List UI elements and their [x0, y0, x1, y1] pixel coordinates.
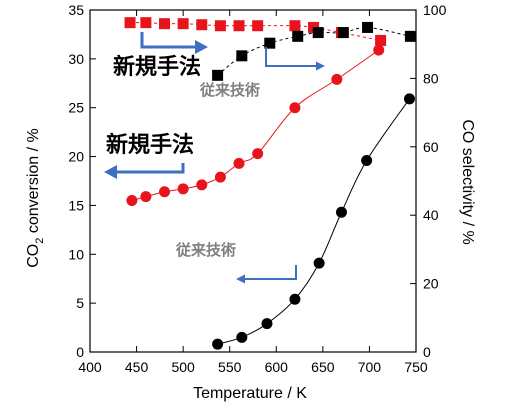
annotation-arrow: [236, 265, 297, 284]
annotation-arrow: [265, 47, 325, 71]
annotation-new-method: 新規手法: [113, 54, 201, 80]
series-1-point: [289, 293, 301, 305]
series-2-point: [177, 18, 189, 30]
y-right-tick-label: 80: [423, 70, 439, 86]
arrow-head: [104, 165, 117, 179]
arrow-shaft: [265, 47, 316, 67]
series-3-point: [292, 30, 304, 42]
series-1-curve: [217, 98, 410, 345]
series-1-point: [313, 257, 325, 269]
series-1-point: [212, 338, 224, 350]
y-left-label-prefix: CO: [25, 244, 42, 268]
series-1-point: [335, 206, 347, 218]
y-left-tick-label: 5: [76, 295, 84, 311]
series-0-point: [252, 148, 264, 160]
series-3-point: [404, 30, 416, 42]
y-left-tick-label: 0: [76, 344, 84, 360]
y-left-tick-label: 10: [68, 246, 84, 262]
y-left-label-suffix: conversion / %: [25, 128, 42, 237]
series-3-point: [236, 50, 248, 62]
series-2-point: [140, 17, 152, 29]
annotation-arrow: [104, 163, 185, 179]
data-points: [124, 17, 416, 350]
series-0-point: [331, 73, 343, 85]
series-0-point: [196, 179, 208, 191]
annotation-new-method: 新規手法: [106, 132, 194, 158]
arrow-head: [316, 61, 325, 71]
series-2-point: [233, 20, 245, 32]
annotation-arrows: [104, 32, 325, 284]
x-tick-label: 650: [311, 359, 335, 375]
annotation-arrow: [140, 32, 208, 54]
arrow-shaft: [245, 265, 297, 280]
series-0-point: [289, 102, 301, 114]
y-right-axis-label: CO selectivity / %: [459, 119, 476, 244]
x-tick-label: 550: [218, 359, 242, 375]
annotation-conventional: 従来技術: [175, 241, 236, 259]
arrow-head: [195, 40, 208, 54]
y-right-tick-label: 20: [423, 276, 439, 292]
series-0-point: [140, 191, 152, 203]
x-tick-label: 400: [78, 359, 102, 375]
series-3-point: [212, 69, 224, 81]
arrow-head: [236, 274, 245, 284]
y-left-tick-label: 35: [68, 2, 84, 18]
x-tick-label: 600: [265, 359, 289, 375]
series-1-point: [261, 318, 273, 330]
series-0-point: [126, 195, 138, 207]
series-2-point: [196, 19, 208, 31]
annotation-conventional: 従来技術: [199, 81, 260, 99]
y-left-tick-label: 25: [68, 100, 84, 116]
y-left-label-subscript: 2: [34, 238, 46, 244]
x-axis-label: Temperature / K: [193, 385, 307, 402]
x-tick-label: 750: [404, 359, 428, 375]
series-2-point: [124, 17, 136, 29]
y-right-tick-label: 100: [423, 2, 447, 18]
series-2-point: [289, 20, 301, 32]
series-3-point: [264, 37, 276, 49]
series-2-point: [252, 20, 264, 32]
series-2-point: [375, 34, 387, 46]
y-left-tick-label: 30: [68, 51, 84, 67]
y-right-tick-label: 0: [423, 344, 431, 360]
series-0-point: [233, 157, 245, 169]
x-tick-label: 700: [358, 359, 382, 375]
series-0-point: [214, 171, 226, 183]
series-2-point: [159, 18, 171, 30]
axes: 400 450 500 550 600 650 700 7500510152025303502…: [68, 2, 446, 375]
y-right-tick-label: 60: [423, 139, 439, 155]
plot-frame: [89, 9, 417, 353]
y-right-tick-label: 40: [423, 207, 439, 223]
series-0-point: [159, 186, 171, 198]
y-left-tick-label: 20: [68, 149, 84, 165]
series-2-point: [214, 20, 226, 32]
series-0-point: [373, 44, 385, 56]
y-left-axis-label: CO2 conversion / %: [25, 128, 46, 268]
series-0-point: [177, 183, 189, 195]
x-tick-label: 450: [125, 359, 149, 375]
arrow-shaft: [117, 163, 185, 174]
series-3-point: [312, 27, 324, 39]
x-tick-label: 500: [171, 359, 195, 375]
arrow-shaft: [140, 32, 195, 49]
series-1-point: [361, 154, 373, 166]
series-3-point: [337, 27, 349, 39]
series-3-point: [362, 21, 374, 33]
series-1-point: [403, 93, 415, 105]
series-1-point: [236, 331, 248, 343]
y-left-tick-label: 15: [68, 197, 84, 213]
